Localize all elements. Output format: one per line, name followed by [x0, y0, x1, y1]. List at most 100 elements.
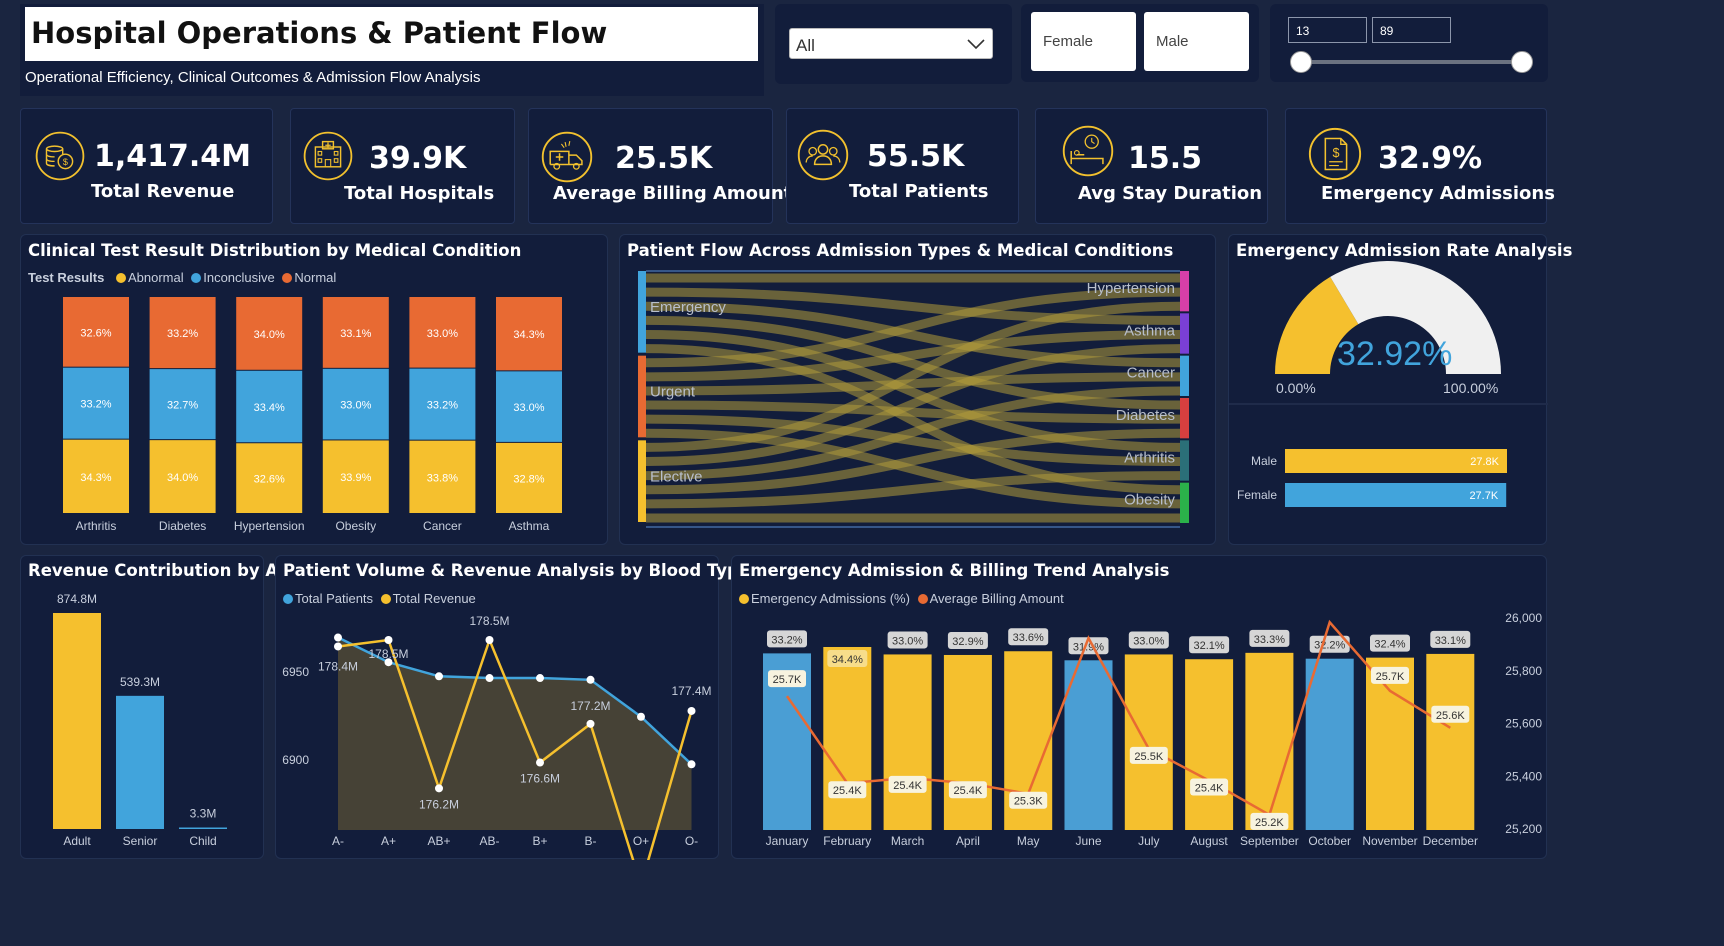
age-slider-max-handle[interactable]: [1511, 51, 1533, 73]
sankey-node-urgent: [638, 355, 646, 438]
age-max-input[interactable]: 89: [1372, 17, 1451, 43]
admission-bar: [1426, 653, 1475, 830]
data-label: 33.8%: [427, 472, 458, 484]
data-label: 33.4%: [254, 402, 285, 414]
data-label: 33.9%: [340, 472, 371, 484]
x-tick-label: Adult: [63, 834, 91, 848]
data-label: 176.2M: [419, 797, 459, 811]
age-min-input[interactable]: 13: [1288, 17, 1367, 43]
data-label: 25.6K: [1436, 710, 1465, 722]
admission-bar: [1185, 659, 1234, 830]
legend-item-abnormal[interactable]: Abnormal: [115, 270, 184, 285]
x-tick-label: Child: [189, 834, 216, 848]
data-label-pill: [1009, 791, 1048, 809]
gauge-min-label: 0.00%: [1276, 380, 1316, 396]
data-label: 33.0%: [892, 635, 923, 647]
data-label: 177.4M: [671, 684, 711, 698]
admission-bar: [1366, 657, 1414, 830]
legend-item-normal[interactable]: Normal: [282, 270, 336, 285]
bar-segment-abnormal: [236, 443, 303, 513]
legend-item-total-patients[interactable]: Total Patients: [283, 591, 373, 606]
data-label: 34.0%: [167, 472, 198, 484]
data-label: 27.7K: [1469, 490, 1498, 502]
age-panel: Revenue Contribution by Age 874.8M Adult 5…: [20, 555, 301, 859]
admission-bar: [1124, 654, 1173, 830]
kpi-card-total-hospitals: 39.9K Total Hospitals: [290, 108, 515, 224]
admission-bar: [1305, 658, 1354, 830]
gender-button-female-label: Female: [1043, 33, 1094, 50]
blood-panel: Patient Volume & Revenue Analysis by Blo…: [275, 555, 750, 860]
revenue-line: [337, 636, 693, 860]
x-tick-label: O+: [633, 834, 649, 848]
x-tick-label: September: [1240, 834, 1299, 848]
data-label: 32.8%: [513, 473, 544, 485]
test-result-title: Clinical Test Result Distribution by Med…: [28, 241, 522, 260]
revenue-by-age-chart: 874.8M Adult 539.3M Senior 3.3M Child: [53, 592, 227, 848]
trend-panel: Emergency Admission & Billing Trend Anal…: [731, 555, 1547, 859]
x-tick-label: March: [891, 834, 924, 848]
bar-segment-inconclusive: [63, 367, 129, 439]
patients-point: [435, 672, 443, 681]
data-label: 3.3M: [190, 807, 217, 821]
age-slider-track[interactable]: [1300, 60, 1522, 64]
x-tick-label: Hypertension: [234, 519, 305, 533]
chevron-down-icon: [967, 39, 985, 50]
x-tick-label: A-: [332, 834, 344, 848]
kpi-card-emergency-admissions: $ 32.9% Emergency Admissions: [1285, 108, 1555, 224]
kpi-card-avg-stay: 15.5 Avg Stay Duration: [1035, 108, 1268, 224]
admission-bar: [1064, 660, 1113, 830]
kpi-value: 39.9K: [369, 141, 467, 176]
sankey-node-label: Obesity: [1124, 492, 1175, 509]
gauge-value: 32.92%: [1337, 335, 1453, 373]
legend-item-inconclusive[interactable]: Inconclusive: [191, 270, 275, 285]
bar-segment-abnormal: [409, 440, 476, 513]
flow-link: [645, 386, 1181, 481]
emergency-billing-trend-chart: 33.2% January 34.4% February 33.0% March 32.9%…: [763, 611, 1542, 848]
trend-legend: Emergency Admissions (%) Average Billing…: [739, 591, 1064, 606]
data-label: 177.2M: [570, 699, 610, 713]
test-result-panel: Clinical Test Result Distribution by Med…: [20, 234, 608, 545]
flow-link: [645, 414, 1181, 466]
legend-item-total-revenue[interactable]: Total Revenue: [380, 591, 476, 606]
data-label: 32.1%: [1193, 640, 1224, 652]
x-tick-label: AB-: [479, 834, 499, 848]
data-label: 33.0%: [427, 328, 458, 340]
sankey-node-label: Urgent: [650, 384, 696, 401]
y2-tick-label: 25,400: [1505, 769, 1542, 783]
patients-point: [536, 674, 544, 683]
revenue-point: [536, 758, 544, 767]
kpi-label: Avg Stay Duration: [1078, 183, 1263, 204]
data-label: 27.8K: [1470, 456, 1499, 468]
gender-button-male[interactable]: Male: [1144, 12, 1249, 71]
kpi-card-total-patients: 55.5K Total Patients: [786, 108, 1019, 224]
sankey-node-arthritis: [1180, 440, 1189, 481]
data-label-pill: [767, 630, 807, 648]
data-label: 33.1%: [1435, 635, 1466, 647]
legend-item-average-billing[interactable]: Average Billing Amount: [917, 591, 1064, 606]
data-label: 25.7K: [773, 674, 802, 686]
y2-tick-label: 25,800: [1505, 664, 1542, 678]
data-label: 33.2%: [80, 399, 111, 411]
legend-item-emergency-admissions[interactable]: Emergency Admissions (%): [739, 591, 910, 606]
sankey-node-label: Elective: [650, 468, 703, 485]
data-label: 33.2%: [167, 328, 198, 340]
ambulance-icon: [541, 131, 593, 183]
admission-type-dropdown[interactable]: All: [789, 28, 993, 59]
flow-link: [645, 287, 1181, 325]
gender-bar-male: [1285, 449, 1507, 473]
test-result-legend: Test Results Abnormal Inconclusive Norma…: [28, 270, 336, 285]
x-tick-label: B+: [532, 834, 547, 848]
admission-bar: [823, 646, 872, 830]
patients-point: [637, 712, 645, 721]
gender-bar-chart: Male 27.8K Female 27.7K: [1237, 449, 1507, 507]
data-label-pill: [827, 649, 868, 667]
revenue-point: [687, 706, 696, 715]
gender-button-male-label: Male: [1156, 33, 1189, 50]
gender-label: Male: [1251, 454, 1277, 468]
bar-segment-inconclusive: [236, 370, 303, 443]
age-slider-min-handle[interactable]: [1290, 51, 1312, 73]
gender-button-female[interactable]: Female: [1031, 12, 1136, 71]
data-label-pill: [1128, 631, 1169, 649]
sankey-node-label: Arthritis: [1124, 449, 1175, 466]
gauge-divider: [1229, 403, 1548, 405]
